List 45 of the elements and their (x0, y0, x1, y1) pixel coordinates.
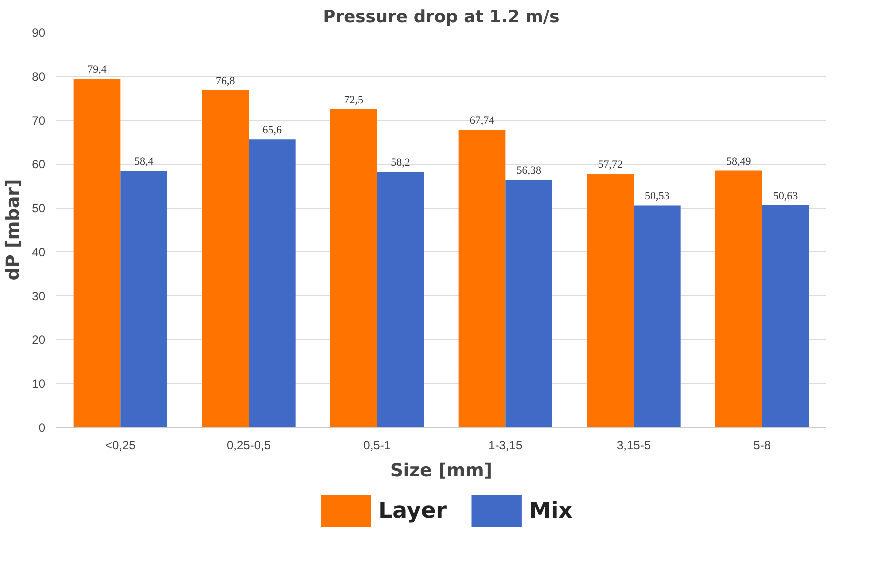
x-axis-title: Size [mm] (390, 460, 493, 482)
bar (587, 174, 634, 428)
bar (120, 171, 168, 428)
data-label: 67,74 (470, 115, 496, 128)
data-label: 58,4 (134, 156, 154, 168)
y-tick-label: 20 (32, 333, 46, 348)
legend-label: Mix (529, 499, 573, 524)
chart-title: Pressure drop at 1.2 m/s (323, 8, 560, 28)
bar (330, 109, 378, 428)
bar (458, 130, 506, 428)
data-label: 56,38 (516, 165, 542, 178)
bar (377, 172, 424, 428)
y-tick-label: 10 (32, 377, 46, 392)
y-tick-label: 90 (32, 26, 46, 40)
data-label: 58,2 (391, 157, 410, 170)
data-label: 57,72 (598, 159, 623, 172)
legend-label: Layer (378, 499, 448, 524)
x-tick-label: 5-8 (754, 438, 772, 452)
data-label: 79,4 (88, 64, 108, 76)
data-label: 72,5 (344, 94, 364, 106)
bar (506, 180, 553, 428)
y-tick-label: 60 (32, 158, 46, 172)
bar (74, 79, 121, 428)
bar (634, 206, 681, 428)
y-tick-label: 50 (32, 202, 46, 216)
x-tick-label: 0,5-1 (364, 438, 392, 452)
y-tick-label: 80 (32, 70, 46, 84)
data-label: 65,6 (262, 124, 283, 137)
bar (249, 140, 296, 428)
x-tick-label: 1-3,15 (488, 438, 524, 452)
x-tick-label: <0,25 (105, 438, 136, 452)
data-label: 76,8 (216, 75, 236, 88)
y-tick-label: 40 (32, 245, 46, 260)
bar (762, 205, 810, 428)
y-tick-label: 70 (32, 114, 46, 128)
y-tick-label: 30 (32, 289, 46, 304)
x-tick-label: 0,25-0,5 (226, 438, 272, 452)
bar (715, 170, 762, 428)
y-axis-title: dP [mbar] (3, 179, 24, 281)
data-label: 50,63 (773, 190, 799, 202)
x-tick-label: 3,15-5 (616, 438, 652, 452)
y-tick-label: 0 (38, 421, 46, 435)
data-label: 58,49 (726, 156, 752, 168)
data-label: 50,53 (645, 190, 670, 203)
bar (202, 90, 249, 428)
